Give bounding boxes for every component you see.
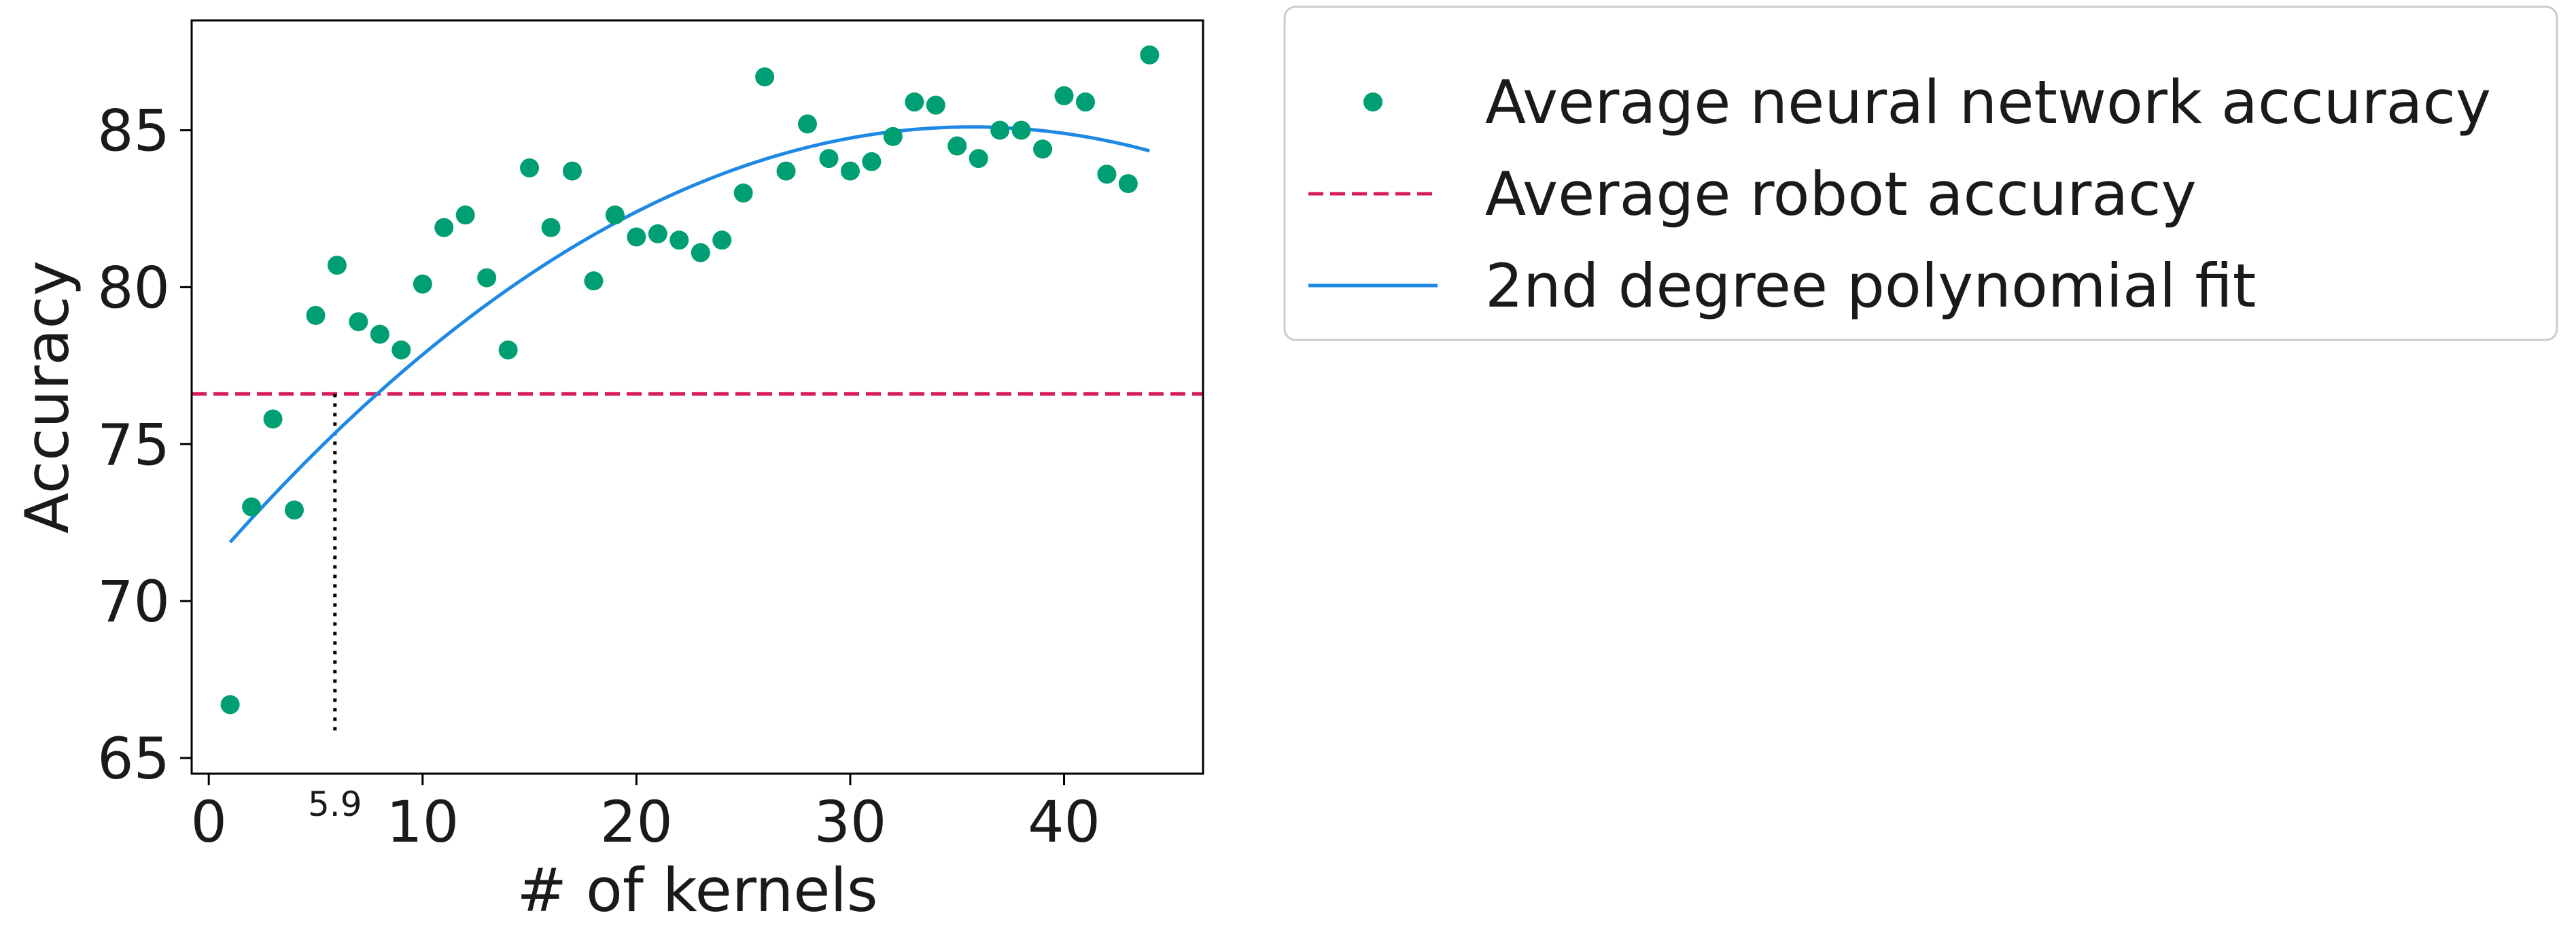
x-tick-label: 40 (1028, 789, 1100, 855)
legend-marker-scatter (1363, 92, 1382, 111)
data-point (926, 95, 945, 115)
data-point (1075, 92, 1095, 112)
data-point (1097, 165, 1117, 184)
data-point (905, 92, 924, 112)
data-point (1011, 120, 1031, 140)
data-point (1033, 139, 1053, 159)
data-point (862, 152, 882, 171)
data-point (840, 161, 860, 181)
legend-label: Average neural network accuracy (1485, 67, 2491, 137)
data-point (627, 227, 646, 247)
x-tick-label: 0 (190, 789, 226, 855)
data-point (969, 149, 988, 169)
data-point (541, 218, 561, 237)
data-point (413, 274, 432, 294)
data-point (285, 500, 304, 520)
data-point (1054, 86, 1074, 105)
y-tick-label: 65 (97, 725, 170, 792)
data-point (306, 305, 326, 325)
data-point (990, 120, 1010, 140)
data-point (520, 158, 540, 177)
data-point (798, 114, 818, 134)
data-point (883, 126, 903, 146)
data-point (733, 183, 753, 203)
data-point (712, 230, 732, 250)
data-point (562, 161, 582, 181)
data-point (434, 218, 454, 237)
data-point (584, 271, 604, 291)
scatter-points (220, 45, 1160, 715)
legend-label: 2nd degree polynomial fit (1485, 251, 2256, 321)
polynomial-fit-line (228, 125, 1150, 544)
data-point (498, 340, 518, 360)
axes: 0 10 20 30 40 65 70 75 80 85 5.9 # of kernels Accura… (12, 19, 1204, 925)
x-axis-label: # of kernels (517, 855, 877, 925)
data-point (455, 205, 475, 225)
data-point (691, 243, 710, 262)
data-point (1118, 174, 1138, 194)
data-point (349, 312, 368, 332)
data-point (1140, 45, 1160, 65)
legend-label: Average robot accuracy (1485, 159, 2197, 229)
data-point (477, 268, 497, 288)
y-tick-label: 75 (97, 411, 170, 478)
data-point (605, 205, 625, 225)
data-point (391, 340, 411, 360)
data-point (947, 136, 967, 156)
legend: Average neural network accuracy Average r… (1283, 5, 2558, 341)
x-tick-label: 30 (814, 789, 886, 855)
legend-box (1283, 5, 2558, 341)
x-tick-label: 10 (386, 789, 459, 855)
x-tick-label: 20 (600, 789, 673, 855)
data-point (755, 67, 775, 87)
data-point (220, 695, 240, 715)
plot-frame (190, 19, 1204, 775)
y-axis-label: Accuracy (12, 260, 82, 534)
data-point (242, 497, 262, 517)
y-tick-label: 85 (97, 98, 170, 165)
data-point (263, 409, 283, 429)
data-point (327, 256, 347, 275)
data-point (776, 161, 796, 181)
plot-area (192, 45, 1203, 736)
data-point (370, 324, 389, 344)
y-tick-label: 80 (97, 254, 170, 321)
data-point (819, 149, 839, 169)
intersection-label: 5.9 (308, 785, 362, 824)
data-point (648, 224, 667, 243)
data-point (669, 230, 689, 250)
y-tick-label: 70 (97, 568, 170, 635)
